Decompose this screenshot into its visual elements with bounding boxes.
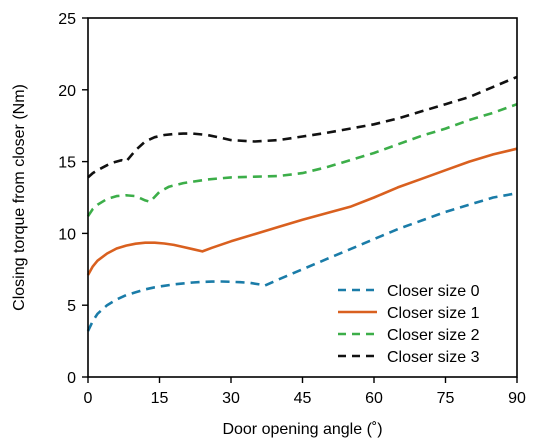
- series-line-closer-size-2: [86, 102, 518, 217]
- y-tick-label: 5: [67, 298, 76, 315]
- x-tick-label: 30: [222, 390, 240, 407]
- y-tick-label: 20: [58, 83, 76, 100]
- legend-entry-label: Closer size 1: [387, 305, 480, 322]
- y-tick-label: 25: [58, 11, 76, 28]
- x-tick-label: 15: [151, 390, 169, 407]
- x-tick-label: 45: [294, 390, 312, 407]
- y-tick-label: 15: [58, 155, 76, 172]
- series-line-closer-size-3: [87, 75, 518, 179]
- series-line-closer-size-0: [86, 191, 518, 332]
- y-tick-label: 0: [67, 370, 76, 387]
- legend-entry-label: Closer size 3: [387, 349, 480, 366]
- x-tick-label: 90: [508, 390, 526, 407]
- x-tick-label: 60: [365, 390, 383, 407]
- series-layer: [86, 75, 518, 332]
- x-axis-label: Door opening angle (˚): [222, 421, 382, 438]
- legend: Closer size 0 Closer size 1 Closer size 2 C…: [338, 283, 480, 366]
- y-tick-label: 10: [58, 226, 76, 243]
- series-line-closer-size-1: [86, 147, 518, 276]
- x-tick-label: 0: [84, 390, 93, 407]
- x-tick-label: 75: [437, 390, 455, 407]
- y-axis-label: Closing torque from closer (Nm): [11, 84, 28, 311]
- tick-layer: 0 15 30 45 60 75 90 0 5 10 15 20 25: [58, 11, 526, 407]
- legend-entry-label: Closer size 0: [387, 283, 480, 300]
- legend-entry-label: Closer size 2: [387, 327, 480, 344]
